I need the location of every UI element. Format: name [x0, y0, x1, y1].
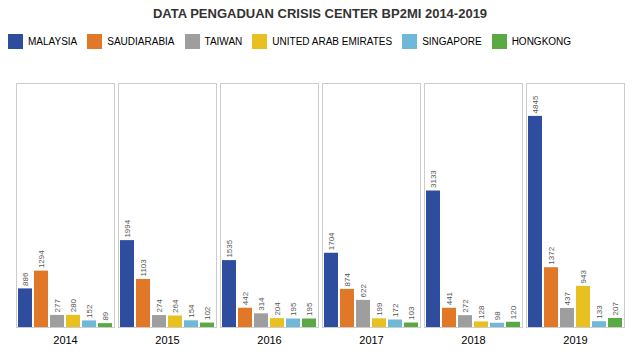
svg-text:195: 195 — [289, 302, 298, 316]
svg-text:2015: 2015 — [155, 334, 179, 346]
svg-text:133: 133 — [595, 305, 604, 319]
html-text:SAUDIARABIA: SAUDIARABIA — [107, 36, 175, 47]
svg-text:442: 442 — [241, 291, 250, 305]
html-text:SINGAPORE: SINGAPORE — [422, 36, 482, 47]
svg-text:172: 172 — [391, 303, 400, 317]
svg-text:1103: 1103 — [139, 259, 148, 277]
html-text:UNITED ARAB EMIRATES: UNITED ARAB EMIRATES — [272, 36, 393, 47]
svg-text:272: 272 — [461, 299, 470, 313]
svg-text:622: 622 — [359, 284, 368, 298]
svg-text:2017: 2017 — [359, 334, 383, 346]
svg-text:2018: 2018 — [461, 334, 485, 346]
svg-text:195: 195 — [305, 302, 314, 316]
svg-text:152: 152 — [85, 304, 94, 318]
svg-text:264: 264 — [171, 299, 180, 313]
svg-text:102: 102 — [203, 306, 212, 320]
svg-text:2019: 2019 — [563, 334, 587, 346]
svg-text:1994: 1994 — [123, 219, 132, 237]
svg-text:441: 441 — [445, 291, 454, 305]
html-text:DATA PENGADUAN CRISIS CENTER B: DATA PENGADUAN CRISIS CENTER BP2MI 2014-… — [152, 6, 488, 21]
svg-text:2014: 2014 — [53, 334, 77, 346]
svg-text:4845: 4845 — [531, 95, 540, 113]
svg-text:120: 120 — [509, 305, 518, 319]
svg-text:128: 128 — [477, 305, 486, 319]
svg-text:2016: 2016 — [257, 334, 281, 346]
svg-text:103: 103 — [407, 306, 416, 320]
svg-text:199: 199 — [375, 302, 384, 316]
svg-text:280: 280 — [69, 298, 78, 312]
svg-text:1372: 1372 — [547, 246, 556, 264]
svg-text:204: 204 — [273, 302, 282, 316]
svg-text:314: 314 — [257, 297, 266, 311]
svg-text:274: 274 — [155, 299, 164, 313]
svg-text:943: 943 — [579, 270, 588, 284]
svg-text:437: 437 — [563, 292, 572, 306]
svg-text:154: 154 — [187, 304, 196, 318]
html-text:TAIWAN: TAIWAN — [204, 36, 243, 47]
svg-text:1294: 1294 — [37, 250, 46, 268]
html-text:MALAYSIA: MALAYSIA — [28, 36, 78, 47]
svg-text:1704: 1704 — [327, 232, 336, 250]
svg-text:874: 874 — [343, 273, 352, 287]
html-text:HONGKONG: HONGKONG — [511, 36, 572, 47]
svg-text:98: 98 — [493, 311, 502, 320]
svg-text:1535: 1535 — [225, 239, 234, 257]
svg-text:3133: 3133 — [429, 170, 438, 188]
svg-text:277: 277 — [53, 299, 62, 313]
svg-text:207: 207 — [611, 302, 620, 316]
svg-text:886: 886 — [21, 272, 30, 286]
svg-text:89: 89 — [101, 311, 110, 320]
